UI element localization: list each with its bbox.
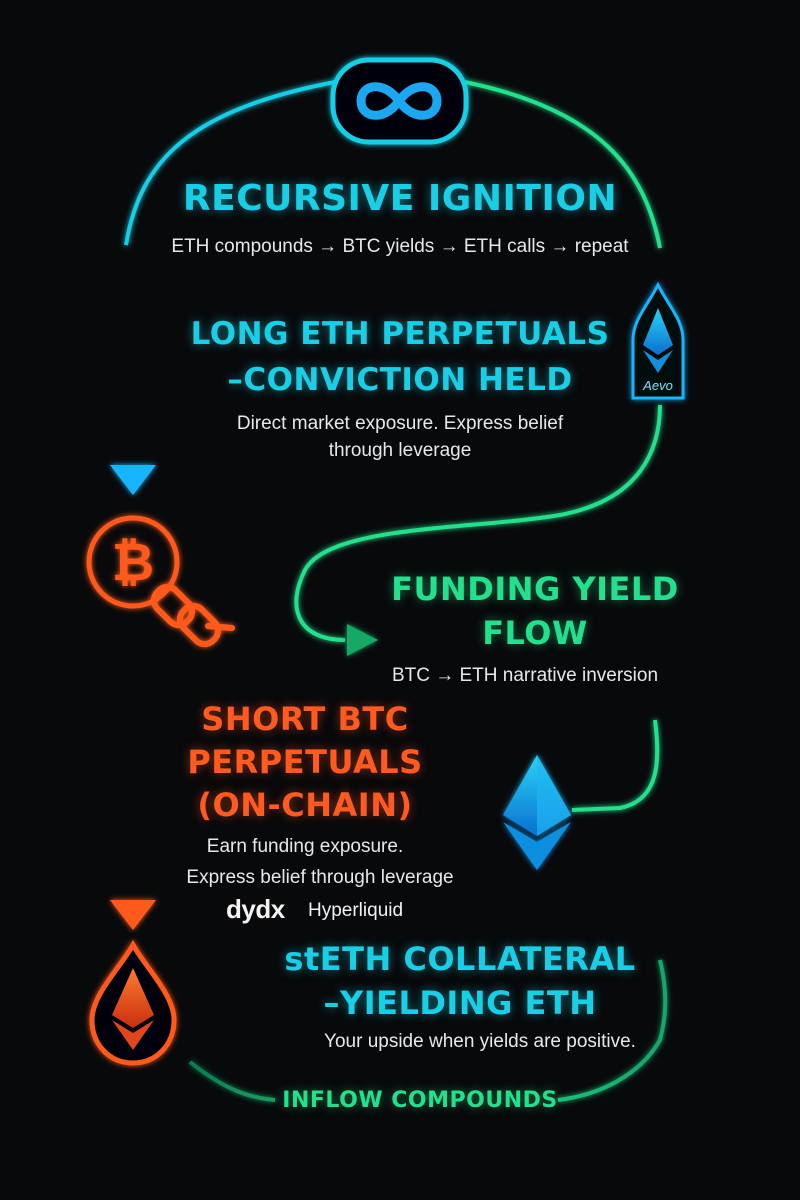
short-btc-title-2: PERPETUALS bbox=[187, 743, 423, 781]
steth-title-2: –YIELDING ETH bbox=[323, 984, 597, 1022]
dydx-logo: dydx bbox=[226, 894, 285, 924]
infinity-icon bbox=[330, 57, 469, 145]
short-btc-desc-2: Express belief through leverage bbox=[186, 867, 454, 888]
arrow-down-icon bbox=[110, 295, 156, 495]
aevo-shield-icon bbox=[631, 281, 685, 400]
chain-link-icon bbox=[150, 583, 235, 648]
bitcoin-icon: ₿ bbox=[86, 515, 180, 609]
long-eth-title-1: LONG ETH PERPETUALS bbox=[190, 316, 610, 352]
arrow-down-icon bbox=[110, 625, 156, 930]
steth-title-1: stETH COLLATERAL bbox=[284, 940, 636, 978]
connector-funding-to-eth bbox=[571, 719, 660, 812]
hyperliquid-label: Hyperliquid bbox=[308, 900, 404, 921]
ethereum-icon bbox=[503, 755, 571, 870]
long-eth-desc-2: through leverage bbox=[328, 440, 472, 461]
funding-desc: BTC → ETH narrative inversion bbox=[391, 665, 659, 686]
steth-desc: Your upside when yields are positive. bbox=[324, 1031, 636, 1052]
bottom-loop bbox=[188, 959, 668, 1102]
top-arc-left bbox=[124, 80, 336, 246]
short-btc-desc-1: Earn funding exposure. bbox=[206, 836, 404, 857]
short-btc-title-1: SHORT BTC bbox=[201, 700, 409, 738]
page-title: RECURSIVE IGNITION bbox=[182, 178, 618, 219]
funding-title-1: FUNDING YIELD bbox=[391, 570, 679, 608]
long-eth-desc-1: Direct market exposure. Express belief bbox=[236, 413, 564, 434]
header-subtitle: ETH compounds → BTC yields → ETH calls →… bbox=[171, 236, 629, 257]
top-arc-right bbox=[464, 80, 662, 249]
aevo-label: Aevo bbox=[643, 378, 673, 393]
inflow-compounds-label: INFLOW COMPOUNDS bbox=[282, 1088, 558, 1113]
svg-text:₿: ₿ bbox=[112, 533, 154, 593]
funding-title-2: FLOW bbox=[482, 614, 588, 652]
ethereum-drop-icon bbox=[89, 939, 177, 1066]
long-eth-title-2: –CONVICTION HELD bbox=[227, 362, 573, 398]
short-btc-title-3: (ON-CHAIN) bbox=[197, 786, 413, 824]
connector-aevo-to-funding bbox=[294, 404, 662, 642]
arrow-right-icon bbox=[347, 624, 378, 656]
